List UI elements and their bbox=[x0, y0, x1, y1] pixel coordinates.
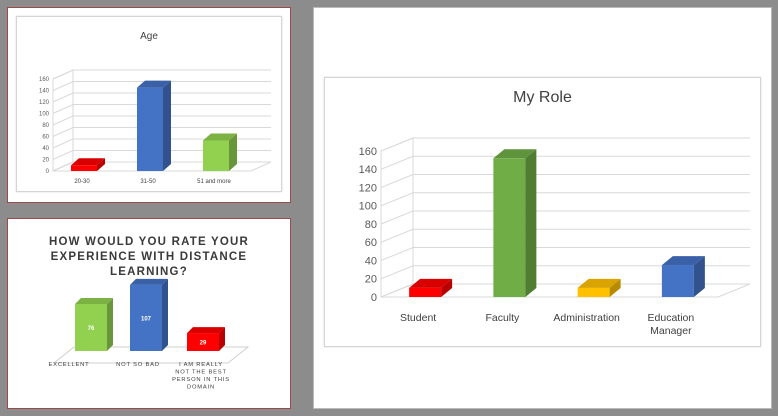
gridline bbox=[52, 69, 271, 80]
gridline bbox=[380, 265, 750, 280]
y-tick-label: 60 bbox=[42, 135, 49, 141]
role-chart: 0 20 40 60 80 100 120 140 160 Student Faculty Admin… bbox=[359, 137, 751, 337]
x-tick-label: 51 and more bbox=[197, 179, 231, 185]
y-tick-label: 140 bbox=[39, 89, 50, 95]
y-tick-label: 100 bbox=[359, 201, 377, 213]
gridline bbox=[52, 92, 271, 103]
x-tick-label: I AM REALLY NOT THE BEST PERSON IN THIS DOM… bbox=[172, 362, 230, 391]
gridline bbox=[380, 137, 750, 152]
y-tick-label: 100 bbox=[39, 112, 50, 118]
y-tick-label: 40 bbox=[365, 255, 377, 267]
gridline bbox=[380, 210, 750, 225]
gridline bbox=[52, 104, 271, 114]
gridline bbox=[380, 192, 750, 207]
gridline bbox=[380, 174, 750, 188]
y-tick-label: 80 bbox=[42, 123, 49, 129]
gridline bbox=[52, 127, 271, 137]
age-chart-frame: Age 0 20 40 60 80 100 120 140 160 20-30 31-50 51 an… bbox=[16, 16, 282, 192]
gridline bbox=[52, 115, 271, 126]
gridline bbox=[380, 283, 750, 298]
experience-chart-panel: HOW WOULD YOU RATE YOUR EXPERIENCE WITH … bbox=[7, 218, 291, 409]
y-tick-label: 0 bbox=[371, 292, 377, 304]
bar-excellent bbox=[75, 298, 113, 351]
x-tick-label: EXCELLENT bbox=[48, 362, 89, 368]
bar-administration bbox=[577, 278, 621, 297]
y-tick-label: 140 bbox=[359, 164, 377, 176]
x-tick-label: Education Manager bbox=[648, 312, 695, 337]
y-tick-label: 120 bbox=[39, 100, 50, 106]
bar-31-50 bbox=[137, 80, 171, 171]
x-tick-label: Faculty bbox=[485, 312, 520, 324]
experience-chart: 76 107 29 EXCELLENT NOT SO BAD I AM REALLY NOT… bbox=[48, 278, 250, 391]
bar-faculty bbox=[493, 149, 537, 297]
floor bbox=[52, 346, 250, 364]
bar-education-manager bbox=[661, 256, 705, 297]
gridline bbox=[52, 81, 271, 91]
x-tick-label: 20-30 bbox=[74, 179, 90, 185]
y-tick-label: 40 bbox=[42, 146, 49, 152]
y-tick-label: 20 bbox=[42, 158, 49, 164]
age-chart-panel: Age 0 20 40 60 80 100 120 140 160 20-30 31-50 51 an… bbox=[7, 7, 291, 203]
x-tick-label: 31-50 bbox=[140, 179, 156, 185]
data-label: 29 bbox=[200, 341, 207, 347]
y-tick-label: 80 bbox=[365, 219, 377, 231]
experience-chart-title: HOW WOULD YOU RATE YOUR EXPERIENCE WITH … bbox=[48, 236, 250, 278]
age-chart-title: Age bbox=[140, 31, 158, 42]
role-chart-panel: My Role 0 20 40 60 80 100 120 140 160 Student Facu… bbox=[313, 7, 772, 409]
experience-chart-frame: HOW WOULD YOU RATE YOUR EXPERIENCE WITH … bbox=[16, 227, 282, 402]
gridline bbox=[380, 228, 750, 243]
age-chart: 0 20 40 60 80 100 120 140 160 20-30 31-50 51 and mo… bbox=[39, 69, 272, 185]
bar-student bbox=[409, 278, 453, 297]
role-chart-frame: My Role 0 20 40 60 80 100 120 140 160 Student Facu… bbox=[324, 77, 761, 347]
bar-i-am-really-not-the-best bbox=[187, 327, 225, 351]
role-chart-title: My Role bbox=[513, 89, 572, 106]
y-tick-label: 60 bbox=[365, 237, 377, 249]
data-label: 76 bbox=[88, 326, 95, 332]
y-tick-label: 160 bbox=[39, 77, 50, 83]
x-tick-label: Administration bbox=[553, 312, 620, 324]
x-tick-label: NOT SO BAD bbox=[116, 362, 160, 368]
bar-51-and-more bbox=[203, 133, 237, 171]
bar-20-30 bbox=[71, 158, 105, 171]
y-tick-label: 160 bbox=[359, 146, 377, 158]
y-tick-label: 120 bbox=[359, 182, 377, 194]
gridline bbox=[380, 247, 750, 261]
bar-not-so-bad bbox=[130, 278, 168, 351]
y-tick-label: 20 bbox=[365, 274, 377, 286]
data-label: 107 bbox=[141, 316, 152, 322]
x-tick-label: Student bbox=[400, 312, 436, 324]
gridline bbox=[380, 155, 750, 170]
y-tick-label: 0 bbox=[46, 169, 50, 175]
